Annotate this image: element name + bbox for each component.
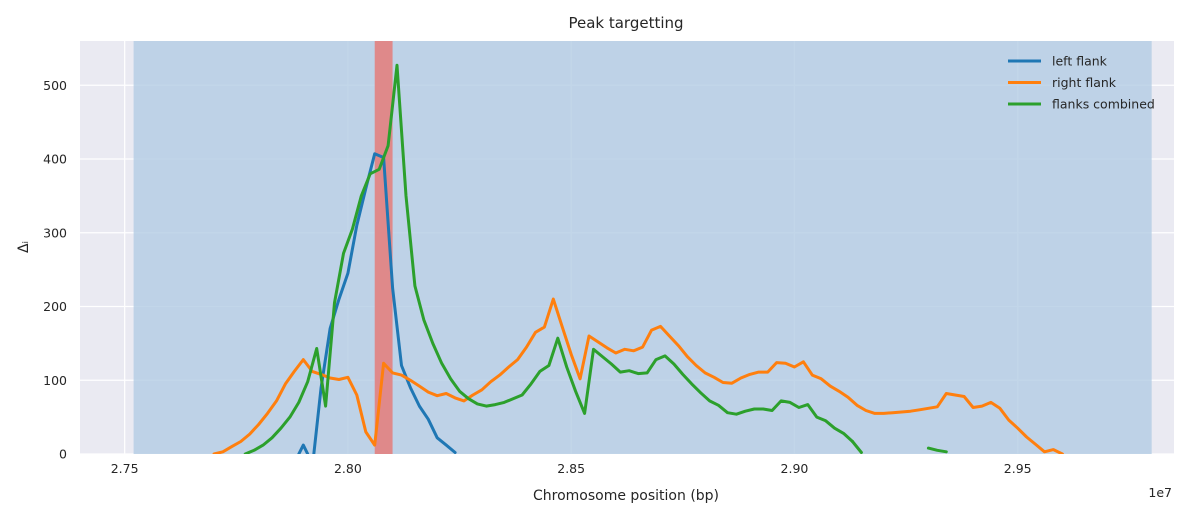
series-line-right-flank [212,297,1064,454]
x-axis-label: Chromosome position (bp) [533,488,719,504]
y-tick-label: 300 [43,225,67,240]
x-tick-label: 2.95 [1004,461,1032,476]
series-line-left-flank [297,152,457,454]
tick-labels: 2.75 2.80 2.85 2.90 2.95 0 100 200 300 400 500 [43,78,1031,476]
legend-label-right-flank: right flank [1052,75,1117,90]
x-tick-label: 2.90 [781,461,809,476]
y-tick-label: 100 [43,373,67,388]
series-lines [212,63,1064,454]
legend-label-left-flank: left flank [1052,54,1108,69]
legend-label-flanks-combined: flanks combined [1052,97,1155,112]
series-line-flanks-combined [851,440,863,454]
shaded-regions [133,41,1152,454]
y-tick-label: 500 [43,78,67,93]
x-tick-label: 2.85 [557,461,585,476]
x-tick-label: 2.75 [111,461,139,476]
y-tick-label: 200 [43,299,67,314]
search-window-region [133,41,1152,454]
y-tick-label: 0 [59,447,67,462]
x-tick-label: 2.80 [334,461,362,476]
legend: left flank right flank flanks combined [1008,54,1155,112]
series-line-flanks-combined [243,63,854,454]
x-axis-offset-text: 1e7 [1148,485,1172,500]
y-tick-label: 400 [43,152,67,167]
chart-title: Peak targetting [568,14,683,32]
y-axis-label: Δᵢ [16,241,32,253]
series-line-flanks-combined [926,446,948,454]
